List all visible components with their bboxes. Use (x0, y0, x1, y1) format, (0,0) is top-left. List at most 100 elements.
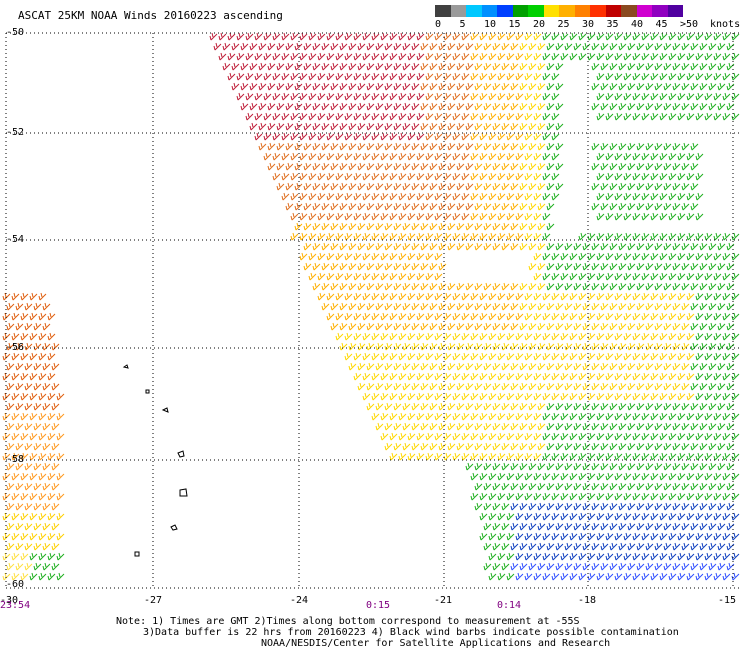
wind-barb (645, 162, 654, 171)
wind-barb (429, 282, 438, 291)
wind-barb (470, 412, 479, 421)
wind-barb (600, 262, 609, 271)
wind-barb (434, 232, 443, 241)
wind-barb (663, 102, 672, 111)
wind-barb (20, 312, 29, 321)
wind-barb (294, 42, 303, 51)
wind-barb (308, 72, 317, 81)
wind-barb (686, 352, 695, 361)
wind-barb (506, 352, 515, 361)
wind-barb (465, 462, 474, 471)
wind-barb (681, 342, 690, 351)
wind-barb (29, 532, 38, 541)
wind-barb (281, 172, 290, 181)
wind-barb (357, 342, 366, 351)
wind-barb (663, 402, 672, 411)
wind-barb (623, 552, 632, 561)
wind-barb (335, 32, 344, 41)
wind-barb (56, 492, 65, 501)
wind-barb (708, 382, 717, 391)
wind-barb (708, 402, 717, 411)
wind-barb (659, 572, 668, 581)
wind-barb (542, 232, 551, 241)
wind-barb (366, 62, 375, 71)
wind-barb (578, 332, 587, 341)
wind-barb (659, 252, 668, 261)
wind-barb (335, 152, 344, 161)
wind-barb (515, 532, 524, 541)
wind-barb (578, 472, 587, 481)
wind-barb (681, 502, 690, 511)
wind-barb (623, 112, 632, 121)
wind-barb (479, 412, 488, 421)
wind-barb (713, 492, 722, 501)
wind-barb (312, 282, 321, 291)
wind-barb (497, 32, 506, 41)
wind-barb (605, 352, 614, 361)
wind-barb (375, 282, 384, 291)
wind-barb (627, 142, 636, 151)
wind-barb (227, 52, 236, 61)
wind-barb (533, 472, 542, 481)
wind-barb (654, 482, 663, 491)
wind-barb (474, 282, 483, 291)
wind-barb (11, 492, 20, 501)
wind-barb (308, 172, 317, 181)
wind-barb (564, 542, 573, 551)
wind-barb (281, 192, 290, 201)
wind-barb (600, 182, 609, 191)
wind-barb (650, 72, 659, 81)
wind-barb (555, 42, 564, 51)
wind-barb (564, 242, 573, 251)
wind-barb (308, 52, 317, 61)
wind-barb (528, 302, 537, 311)
wind-barb (474, 202, 483, 211)
wind-barb (524, 332, 533, 341)
wind-barb (461, 432, 470, 441)
wind-barb (672, 322, 681, 331)
wind-barb (398, 372, 407, 381)
wind-barb (375, 102, 384, 111)
wind-barb (317, 132, 326, 141)
wind-barb (668, 352, 677, 361)
wind-barb (330, 142, 339, 151)
wind-barb (704, 452, 713, 461)
wind-barb (353, 292, 362, 301)
wind-barb (488, 72, 497, 81)
wind-barb (695, 532, 704, 541)
wind-barb (569, 472, 578, 481)
wind-barb (402, 162, 411, 171)
wind-barb (461, 392, 470, 401)
wind-barb (411, 342, 420, 351)
wind-barb (623, 92, 632, 101)
wind-barb (654, 182, 663, 191)
wind-barb (650, 92, 659, 101)
wind-barb (6, 442, 15, 451)
wind-barb (672, 162, 681, 171)
wind-barb (276, 122, 285, 131)
wind-barb (245, 112, 254, 121)
wind-barb (524, 512, 533, 521)
wind-barb (362, 52, 371, 61)
wind-barb (699, 462, 708, 471)
wind-barb (690, 342, 699, 351)
wind-barb (695, 552, 704, 561)
wind-barb (578, 452, 587, 461)
wind-barb (11, 332, 20, 341)
wind-barb (677, 312, 686, 321)
wind-barb (686, 152, 695, 161)
wind-barb (614, 512, 623, 521)
wind-barb (335, 112, 344, 121)
wind-barb (672, 562, 681, 571)
wind-barb (281, 72, 290, 81)
wind-barb (618, 442, 627, 451)
wind-barb (492, 462, 501, 471)
wind-barb (627, 482, 636, 491)
wind-barb (641, 292, 650, 301)
wind-barb (654, 402, 663, 411)
wind-barb (645, 62, 654, 71)
wind-barb (389, 412, 398, 421)
wind-barb (416, 192, 425, 201)
wind-barb (672, 102, 681, 111)
wind-barb (713, 572, 722, 581)
